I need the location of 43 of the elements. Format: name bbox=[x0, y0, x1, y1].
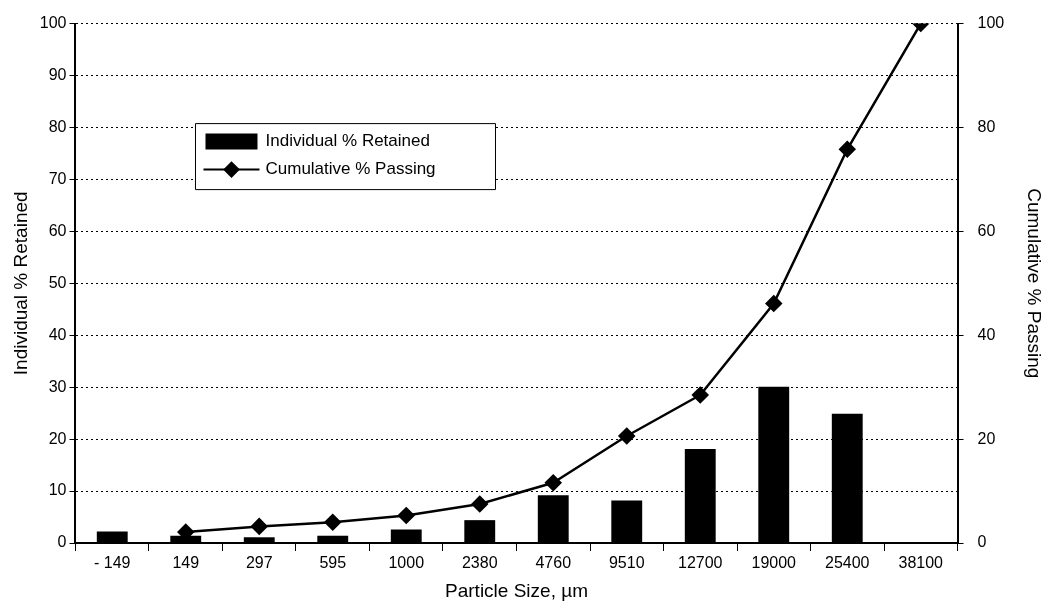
point bbox=[251, 518, 268, 535]
y2-tick-label: 0 bbox=[977, 533, 987, 551]
x-tick-label: 12700 bbox=[678, 554, 723, 572]
point bbox=[692, 386, 709, 404]
x-tick-label: 9510 bbox=[608, 554, 645, 572]
legend-label: Cumulative % Passing bbox=[265, 159, 436, 179]
y2-tick-label: 100 bbox=[977, 14, 1005, 32]
y-tick-label: 40 bbox=[48, 325, 67, 343]
x-tick-label: 19000 bbox=[751, 554, 797, 572]
point bbox=[324, 513, 341, 531]
legend-label: Individual % Retained bbox=[265, 131, 430, 151]
y-tick-label: 90 bbox=[48, 65, 67, 83]
y-tick-label: 70 bbox=[48, 169, 67, 187]
y-tick-label: 80 bbox=[48, 117, 67, 135]
x-tick-label: 1000 bbox=[388, 554, 425, 572]
x-tick-label: 595 bbox=[319, 554, 347, 572]
y-tick-label: 50 bbox=[48, 273, 67, 291]
y-tick-label: 30 bbox=[48, 377, 67, 395]
y-tick-label: 60 bbox=[48, 221, 67, 239]
x-tick-label: 38100 bbox=[898, 554, 944, 572]
y2-tick-label: 80 bbox=[977, 117, 996, 135]
y2-tick-label: 20 bbox=[977, 429, 996, 447]
x-tick-label: 25400 bbox=[825, 554, 870, 572]
x-tick-label: 4760 bbox=[535, 554, 572, 572]
y-tick-label: 100 bbox=[39, 14, 67, 32]
y2-axis-title: Cumulative % Passing bbox=[1024, 188, 1046, 379]
x-tick-label: - 149 bbox=[94, 554, 131, 572]
x-tick-label: 2380 bbox=[461, 554, 498, 572]
y2-tick-label: 60 bbox=[977, 221, 996, 239]
y-tick-label: 0 bbox=[57, 533, 67, 551]
point bbox=[398, 507, 415, 524]
x-tick-label: 149 bbox=[172, 554, 200, 572]
point bbox=[545, 474, 562, 491]
point bbox=[471, 495, 488, 513]
x-tick-label: 297 bbox=[245, 554, 273, 572]
y2-tick-label: 40 bbox=[977, 325, 996, 343]
y-tick-label: 10 bbox=[48, 481, 67, 499]
y-axis-title: Individual % Retained bbox=[9, 191, 31, 376]
point bbox=[765, 295, 782, 312]
x-axis-title: Particle Size, µm bbox=[445, 579, 588, 601]
point bbox=[618, 427, 635, 445]
point bbox=[839, 141, 856, 158]
y-tick-label: 20 bbox=[48, 429, 67, 447]
